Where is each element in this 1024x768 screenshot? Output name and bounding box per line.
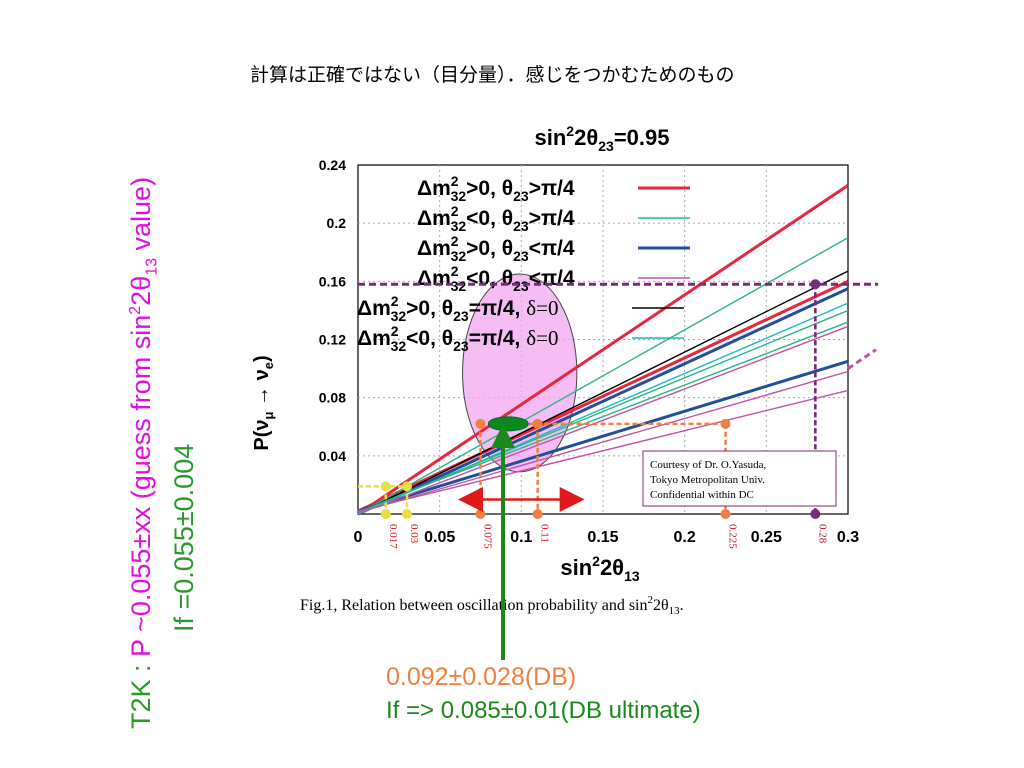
y-tick-label: 0.04 — [319, 448, 346, 464]
marker-base-dot — [402, 509, 412, 519]
courtesy-line-2: Tokyo Metropolitan Univ. — [650, 474, 765, 486]
x-tick-labels: 0 0.05 0.1 0.15 0.2 0.25 0.3 — [354, 529, 860, 546]
y-axis-label: P(νμ → νe) — [251, 355, 276, 450]
marker-base-dot — [720, 509, 731, 519]
y-tick-label: 0.08 — [319, 390, 346, 406]
y-tick-label: 0.16 — [319, 273, 346, 289]
x-tick-label: 0 — [354, 529, 363, 546]
legend-label: Δm2 32>0, θ23=π/4, δ=0 — [357, 293, 558, 324]
x-tick-label: 0.3 — [837, 529, 859, 546]
legend-label: Δm2 32<0, θ23>π/4 — [417, 203, 575, 234]
series-line — [357, 270, 849, 515]
x-tick-label: 0.15 — [587, 529, 618, 546]
series-extension — [847, 348, 877, 370]
marker-label: 0.225 — [727, 524, 739, 549]
y-tick-label: 0.2 — [327, 215, 347, 231]
db-ultimate-value: If => 0.085±0.01(DB ultimate) — [386, 697, 701, 724]
figure-caption: Fig.1, Relation between oscillation prob… — [300, 594, 684, 617]
marker-label: 0.11 — [539, 524, 551, 543]
series-line — [357, 359, 849, 513]
legend-label: Δm2 32>0, θ23>π/4 — [417, 173, 575, 204]
courtesy-box: Courtesy of Dr. O.Yasuda, Tokyo Metropol… — [642, 450, 837, 507]
marker-label: 0.28 — [816, 524, 828, 544]
x-tick-label: 0.1 — [510, 529, 532, 546]
legend-label: Δm2 32>0, θ23<π/4 — [417, 233, 575, 264]
courtesy-line-1: Courtesy of Dr. O.Yasuda, — [650, 459, 766, 471]
marker-base-dot — [380, 509, 391, 519]
x-tick-label: 0.25 — [751, 529, 782, 546]
marker-label: 0.017 — [387, 524, 399, 549]
probability-curves — [357, 184, 877, 516]
chart-title: sin22θ23=0.95 — [535, 123, 670, 154]
x-tick-label: 0.2 — [674, 529, 696, 546]
series-line — [357, 287, 849, 516]
x-axis-label: sin22θ13 — [560, 553, 640, 584]
series-line — [357, 309, 849, 514]
series-line — [357, 389, 849, 512]
series-line — [357, 370, 849, 514]
marker-base-dot — [810, 509, 821, 519]
series-line — [357, 184, 849, 516]
series-line — [357, 325, 849, 515]
y-tick-label: 0.24 — [319, 157, 346, 173]
marker-label: 0.03 — [408, 524, 420, 544]
y-tick-label: 0.12 — [319, 332, 346, 348]
db-value: 0.092±0.028(DB) — [386, 663, 577, 691]
courtesy-line-3: Confidential within DC — [650, 489, 754, 501]
marker-label: 0.075 — [482, 524, 494, 549]
note-text: 計算は正確ではない（目分量）．感じをつかむためのもの — [250, 64, 735, 86]
legend-label: Δm2 32<0, θ23=π/4, δ=0 — [357, 323, 558, 354]
x-tick-label: 0.05 — [424, 529, 455, 546]
y-tick-labels: 0.04 0.08 0.12 0.16 0.2 0.24 — [319, 157, 346, 464]
